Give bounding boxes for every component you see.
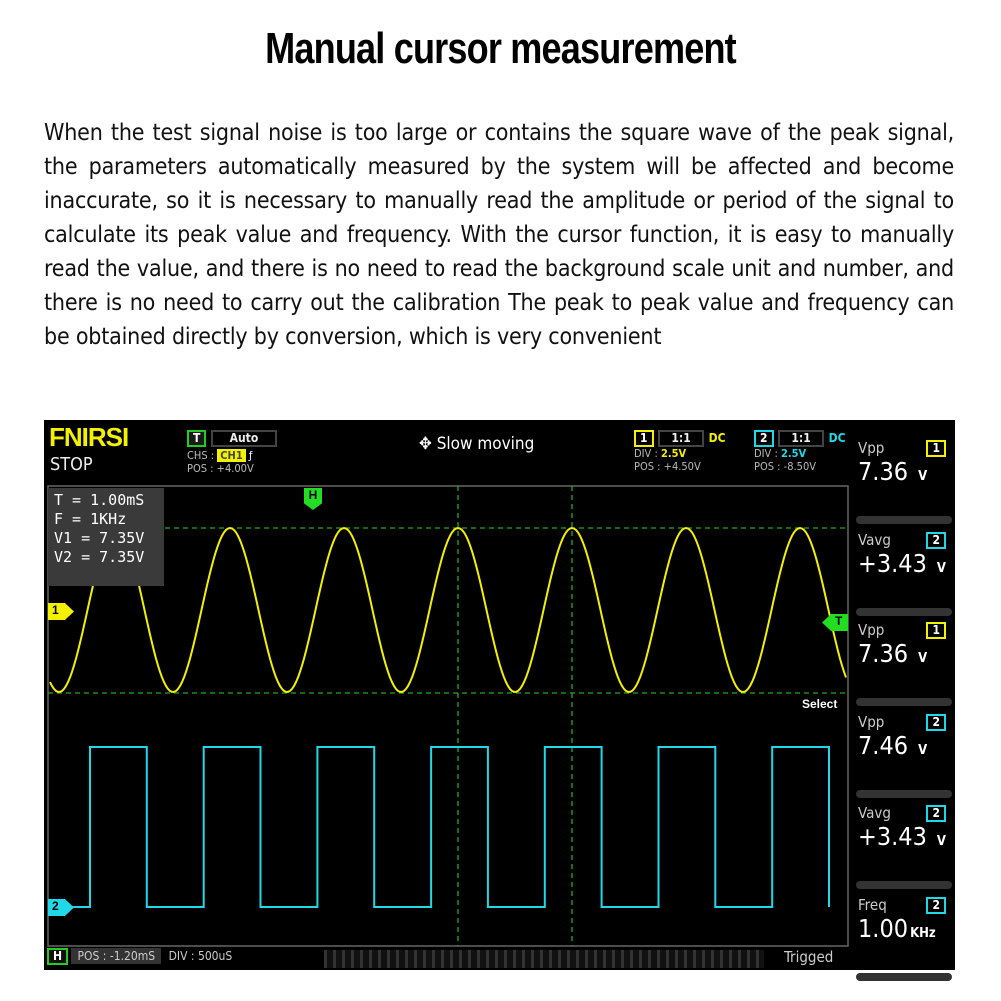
measurement-panel: Vpp 1 7.36 V Vavg 2 +3.43 V Vpp 1 7.36 V Vpp 2… bbox=[850, 420, 955, 981]
select-label[interactable]: Select bbox=[802, 697, 838, 711]
trigger-mode[interactable]: Auto bbox=[210, 430, 277, 447]
divider bbox=[856, 516, 952, 524]
measurement-label: Vpp bbox=[858, 621, 885, 639]
ch2-div: 2.5V bbox=[780, 447, 807, 460]
measurement-item[interactable]: Vavg 2 +3.43 V bbox=[858, 530, 952, 578]
measurement-label: Vavg bbox=[858, 804, 891, 822]
measurement-channel-badge: 2 bbox=[926, 714, 946, 731]
scroll-track[interactable] bbox=[324, 950, 764, 968]
h-badge: H bbox=[47, 948, 69, 965]
measurement-unit: KHz bbox=[910, 926, 936, 941]
ch1-settings[interactable]: 1 1:1 DC DIV : 2.5V POS : +4.50V bbox=[634, 427, 726, 473]
ch2-coupling[interactable]: DC bbox=[828, 431, 846, 445]
ch1-div-label: DIV : bbox=[634, 447, 658, 460]
timebase-bar[interactable]: H POS : -1.20mS DIV : 500uS bbox=[47, 948, 232, 965]
measurement-item[interactable]: Vavg 2 +3.43 V bbox=[858, 803, 952, 851]
measurement-item[interactable]: Vpp 1 7.36 V bbox=[858, 620, 952, 668]
measurement-item[interactable]: Freq 2 1.00 KHz bbox=[858, 895, 952, 943]
h-div[interactable]: DIV : 500uS bbox=[168, 949, 233, 963]
measurement-label: Vpp bbox=[858, 713, 885, 731]
ch1-probe[interactable]: 1:1 bbox=[658, 430, 705, 447]
measurement-unit: V bbox=[918, 469, 928, 484]
ch2-settings[interactable]: 2 1:1 DC DIV : 2.5V POS : -8.50V bbox=[754, 427, 846, 473]
ch2-pos: POS : -8.50V bbox=[754, 460, 817, 473]
measurement-label: Vavg bbox=[858, 531, 891, 549]
run-state[interactable]: STOP bbox=[50, 454, 93, 475]
measurement-unit: V bbox=[918, 651, 928, 666]
chs-label: CHS : bbox=[187, 449, 215, 462]
trigger-pos: POS : +4.00V bbox=[187, 462, 254, 475]
trigger-status: Trigged bbox=[784, 948, 834, 966]
chs-value[interactable]: CH1 bbox=[217, 449, 246, 462]
page-title: Manual cursor measurement bbox=[265, 24, 737, 73]
measurement-item[interactable]: Vpp 2 7.46 V bbox=[858, 712, 952, 760]
measurement-channel-badge: 2 bbox=[926, 805, 946, 822]
ch1-div: 2.5V bbox=[660, 447, 687, 460]
divider bbox=[856, 698, 952, 706]
ch2-probe[interactable]: 1:1 bbox=[778, 430, 825, 447]
measurement-unit: V bbox=[918, 743, 928, 758]
measurement-label: Freq bbox=[858, 896, 887, 914]
oscilloscope-screen: FNIRSI STOP T Auto CHS : CH1 ƒ POS : +4.… bbox=[44, 420, 955, 981]
measurement-value: 7.46 bbox=[858, 731, 909, 760]
ch1-waveform bbox=[49, 526, 847, 693]
divider bbox=[856, 881, 952, 889]
measurement-unit: V bbox=[936, 834, 946, 849]
mode-text: Slow moving bbox=[436, 434, 535, 454]
rising-edge-icon: ƒ bbox=[248, 449, 253, 462]
trigger-settings[interactable]: T Auto CHS : CH1 ƒ POS : +4.00V bbox=[187, 427, 277, 475]
ch2-badge: 2 bbox=[754, 430, 774, 447]
h-position-marker[interactable]: H bbox=[304, 488, 322, 510]
measurement-value: 7.36 bbox=[858, 639, 909, 668]
cursor-v2: V2 = 7.35V bbox=[54, 548, 145, 566]
divider bbox=[856, 973, 952, 981]
measurement-value: +3.43 bbox=[858, 549, 927, 578]
measurement-unit: V bbox=[936, 561, 946, 576]
ch2-level-marker[interactable]: 2 bbox=[48, 899, 74, 916]
trigger-level-marker[interactable]: T bbox=[822, 614, 848, 631]
ch1-badge: 1 bbox=[634, 430, 654, 447]
measurement-item[interactable]: Vpp 1 7.36 V bbox=[858, 438, 952, 486]
brand-logo: FNIRSI bbox=[49, 422, 129, 452]
measurement-channel-badge: 1 bbox=[926, 440, 946, 457]
cursor-frequency: F = 1KHz bbox=[54, 510, 127, 528]
mode-indicator[interactable]: ✥ Slow moving bbox=[419, 434, 534, 454]
ch2-waveform bbox=[50, 746, 830, 908]
measurement-value: 7.36 bbox=[858, 457, 909, 486]
cursor-v1: V1 = 7.35V bbox=[54, 529, 145, 547]
measurement-value: +3.43 bbox=[858, 822, 927, 851]
divider bbox=[856, 790, 952, 798]
waveform-plot[interactable] bbox=[44, 420, 850, 970]
divider bbox=[856, 608, 952, 616]
measurement-label: Vpp bbox=[858, 439, 885, 457]
h-pos[interactable]: POS : -1.20mS bbox=[71, 948, 162, 964]
description-paragraph: When the test signal noise is too large … bbox=[44, 120, 954, 350]
measurement-channel-badge: 2 bbox=[926, 532, 946, 549]
cursor-period: T = 1.00mS bbox=[54, 491, 145, 509]
ch1-pos: POS : +4.50V bbox=[634, 460, 701, 473]
measurement-value: 1.00 bbox=[858, 914, 909, 943]
ch1-coupling[interactable]: DC bbox=[708, 431, 726, 445]
cursor-info-box: T = 1.00mS F = 1KHz V1 = 7.35V V2 = 7.35… bbox=[48, 488, 164, 586]
ch1-level-marker[interactable]: 1 bbox=[48, 603, 74, 620]
measurement-channel-badge: 2 bbox=[926, 897, 946, 914]
measurement-channel-badge: 1 bbox=[926, 622, 946, 639]
trigger-badge: T bbox=[187, 430, 207, 447]
move-arrows-icon: ✥ bbox=[419, 434, 432, 454]
ch2-div-label: DIV : bbox=[754, 447, 778, 460]
plot-border bbox=[47, 485, 849, 947]
